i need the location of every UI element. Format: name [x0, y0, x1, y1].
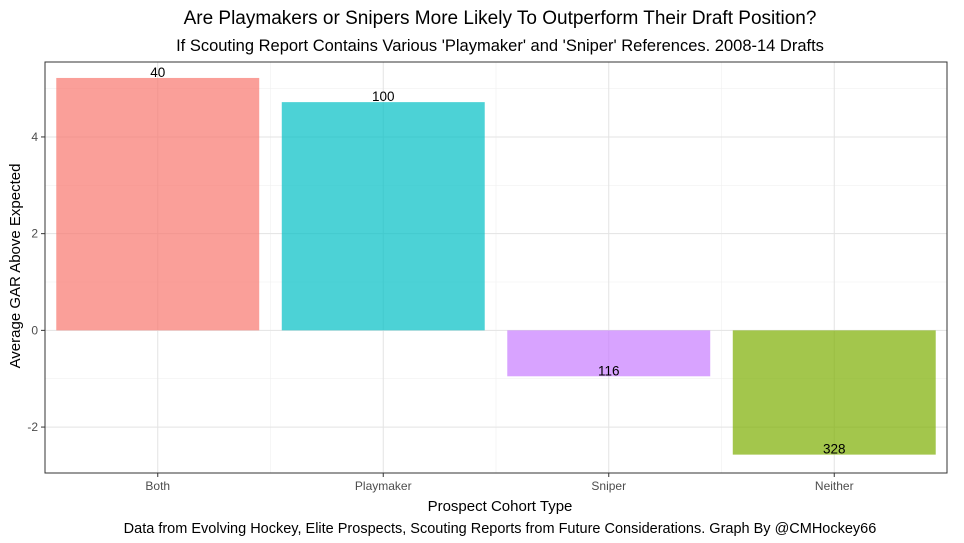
- chart-subtitle: If Scouting Report Contains Various 'Pla…: [176, 37, 824, 55]
- y-tick-label: 0: [31, 323, 38, 337]
- data-label: 328: [823, 442, 846, 457]
- y-tick-label: 4: [31, 130, 38, 144]
- bar-neither: [732, 330, 936, 455]
- x-axis-title: Prospect Cohort Type: [428, 498, 573, 515]
- plot-area: 40 100 116 328 -2 0 2 4 Both Playmaker Sniper Neith…: [27, 61, 948, 493]
- x-tick-label: Both: [145, 479, 170, 493]
- y-tick-label: 2: [31, 227, 38, 241]
- chart-caption: Data from Evolving Hockey, Elite Prospec…: [124, 521, 877, 537]
- data-label: 100: [372, 89, 395, 104]
- bar-sniper: [507, 330, 711, 377]
- y-tick-label: -2: [27, 420, 38, 434]
- x-tick-label: Playmaker: [355, 479, 412, 493]
- bar-playmaker: [281, 102, 485, 331]
- y-axis-title: Average GAR Above Expected: [7, 164, 24, 369]
- bar-both: [56, 77, 260, 331]
- chart-title: Are Playmakers or Snipers More Likely To…: [184, 8, 817, 29]
- data-label: 40: [150, 65, 165, 80]
- x-tick-label: Neither: [815, 479, 854, 493]
- data-label: 116: [598, 363, 620, 378]
- x-tick-label: Sniper: [591, 479, 626, 493]
- plot-border: [44, 61, 948, 474]
